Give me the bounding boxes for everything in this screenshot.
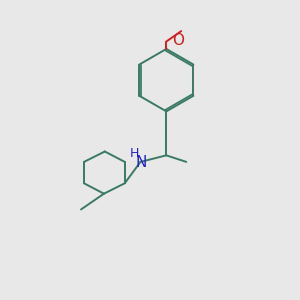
Text: O: O: [172, 32, 184, 47]
Text: H: H: [130, 147, 139, 161]
Text: N: N: [136, 155, 147, 170]
